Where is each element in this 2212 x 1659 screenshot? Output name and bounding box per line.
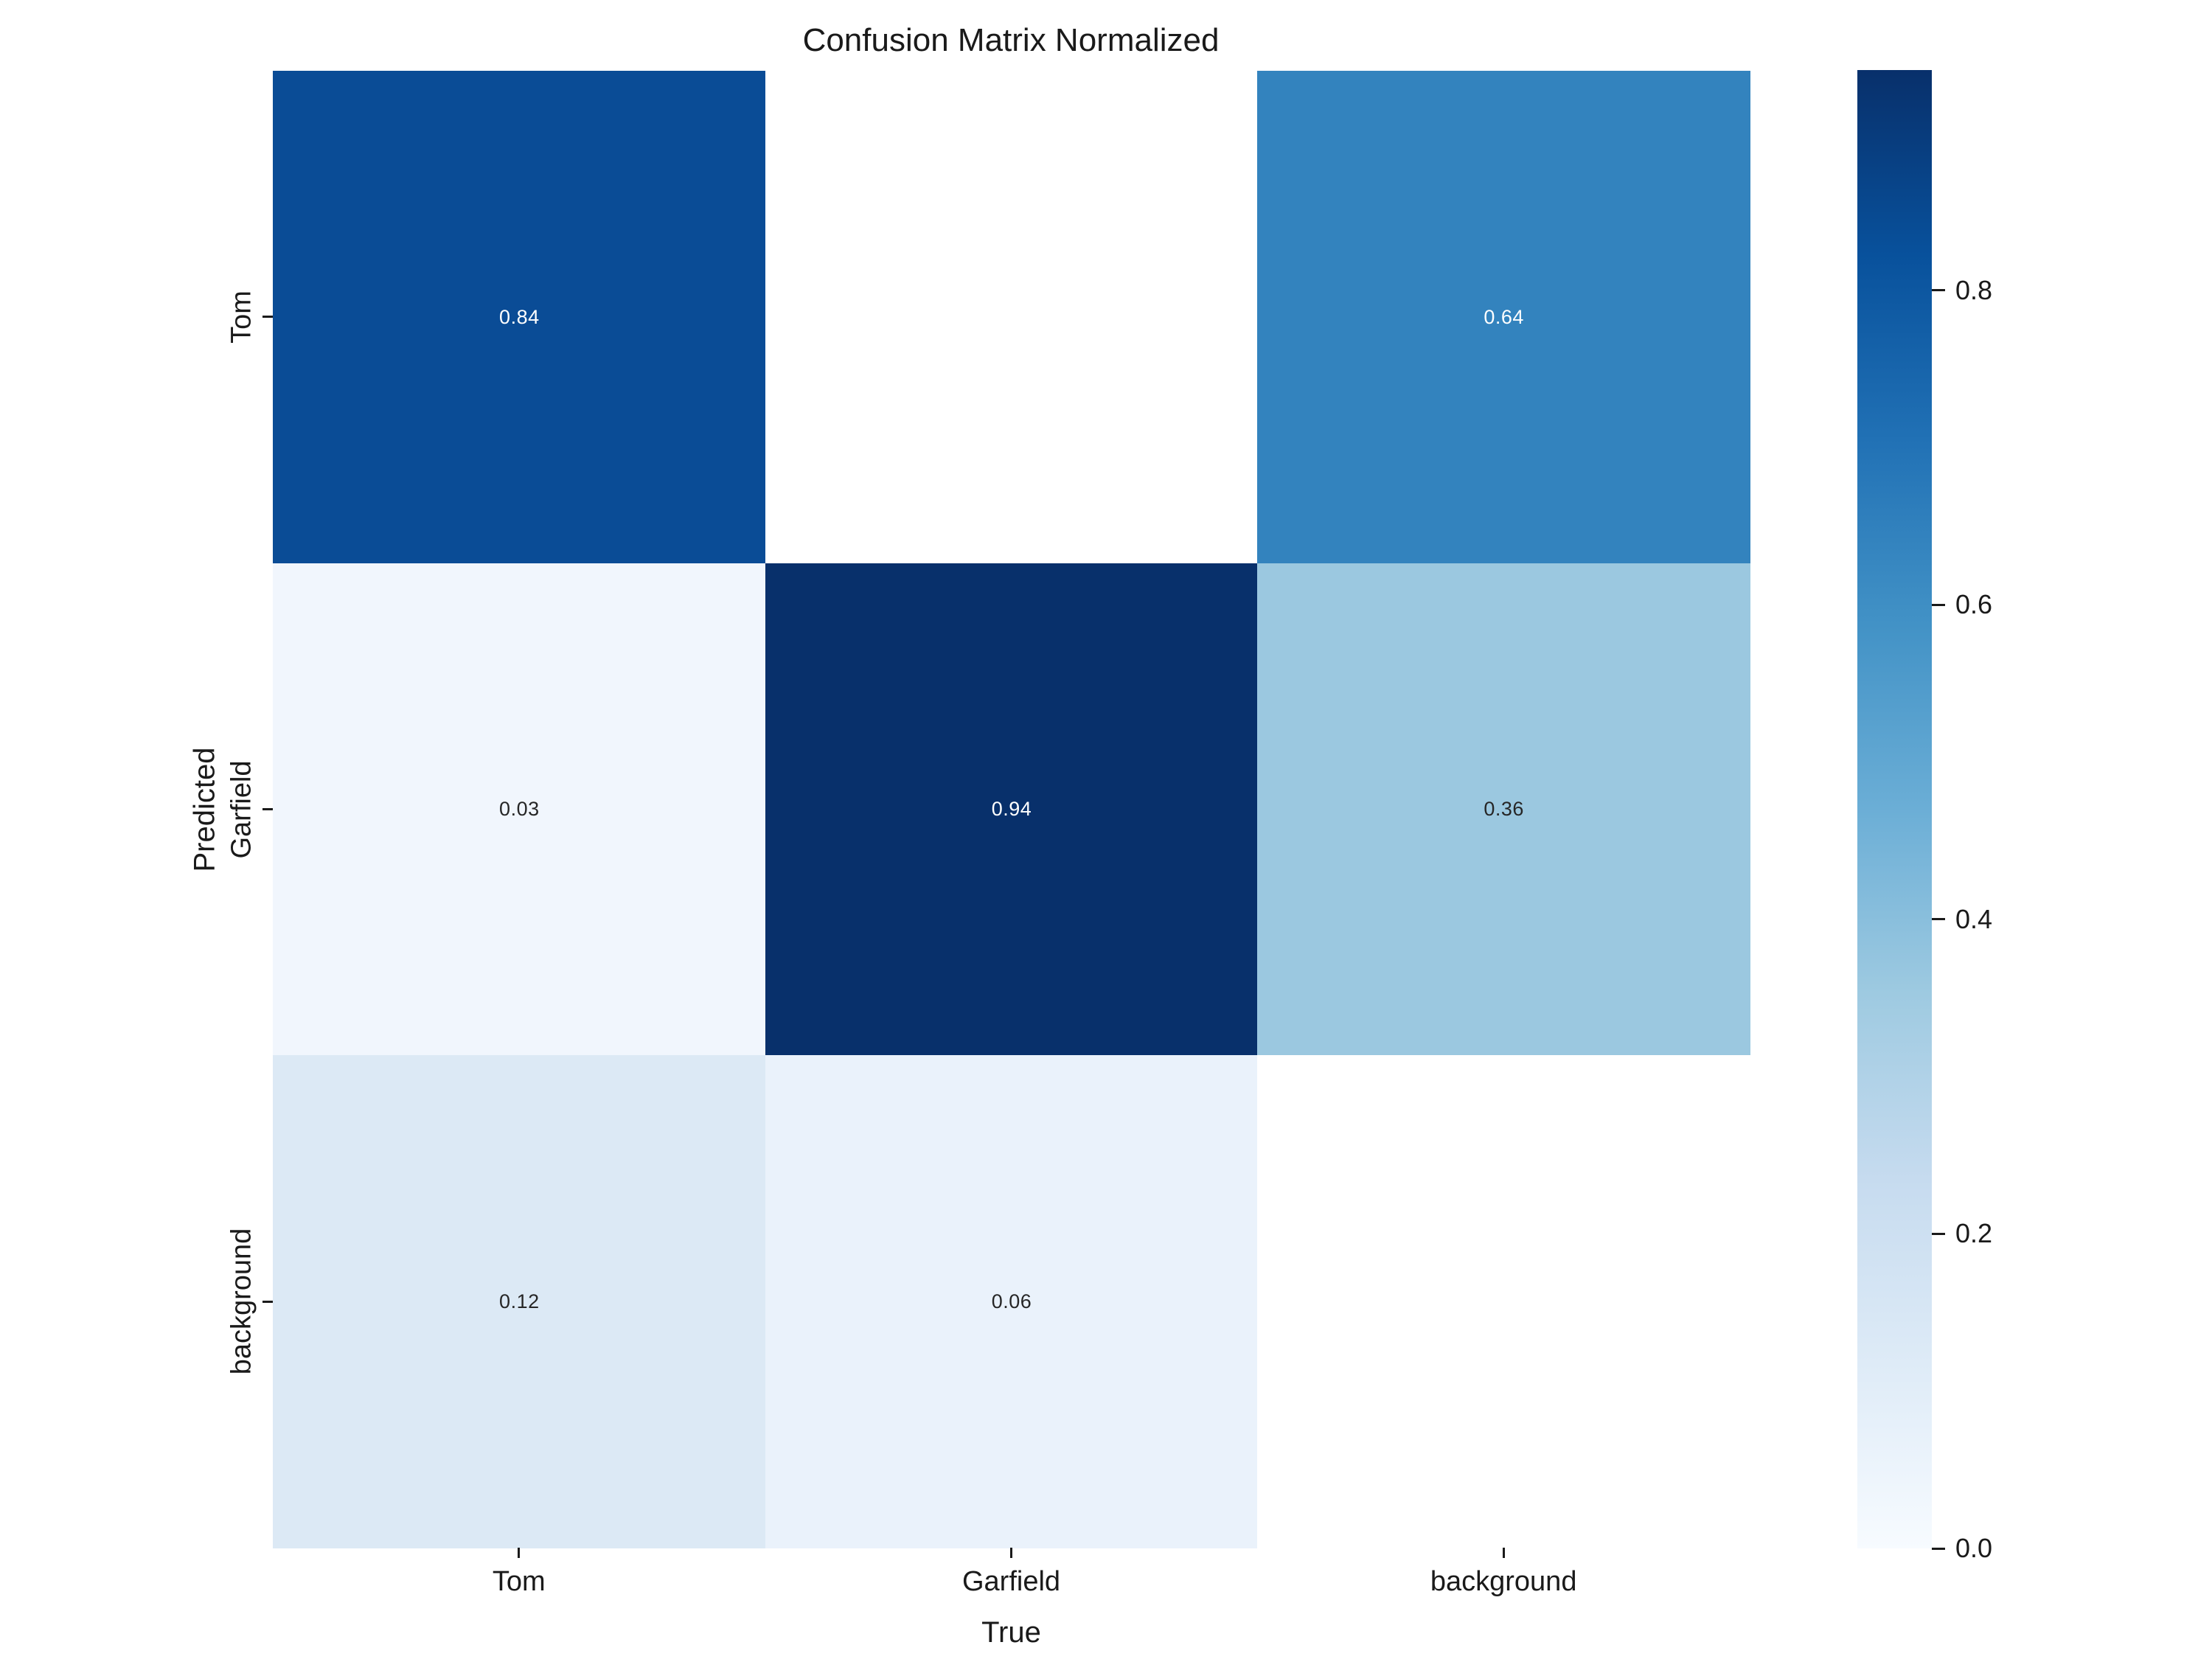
x-tick-label: Tom (492, 1566, 546, 1597)
y-tick-mark (262, 808, 273, 810)
y-tick-mark (262, 1300, 273, 1303)
y-tick-label: Tom (226, 290, 257, 344)
colorbar-tick-mark (1932, 289, 1945, 292)
colorbar-tick-mark (1932, 1232, 1945, 1235)
heatmap-cell (1257, 1055, 1750, 1548)
cell-value: 0.94 (991, 798, 1032, 821)
cell-value: 0.64 (1484, 305, 1524, 328)
cell-value: 0.84 (499, 305, 540, 328)
colorbar-tick-label: 0.8 (1955, 274, 1993, 305)
x-tick-label: background (1430, 1566, 1577, 1597)
x-tick-mark (518, 1548, 521, 1558)
x-tick-label: Garfield (961, 1566, 1061, 1597)
chart-title: Confusion Matrix Normalized (802, 22, 1220, 58)
x-tick-mark (1502, 1548, 1505, 1558)
colorbar-tick-mark (1932, 918, 1945, 921)
colorbar-tick-label: 0.4 (1955, 903, 1993, 934)
colorbar-tick-label: 0.0 (1955, 1533, 1993, 1563)
heatmap-cell (765, 71, 1259, 564)
heatmap-cell: 0.94 (765, 563, 1259, 1057)
heatmap-cell: 0.06 (765, 1055, 1259, 1548)
cell-value: 0.36 (1484, 798, 1524, 821)
colorbar-tick-label: 0.2 (1955, 1218, 1993, 1249)
colorbar (1857, 70, 1932, 1548)
heatmap-cell: 0.36 (1257, 563, 1750, 1057)
cell-value: 0.03 (499, 798, 540, 821)
heatmap-cell: 0.64 (1257, 71, 1750, 564)
y-tick-label: background (226, 1228, 257, 1375)
y-axis-label: Predicted (188, 747, 221, 872)
colorbar-tick-mark (1932, 1547, 1945, 1550)
cell-value: 0.06 (991, 1290, 1032, 1313)
heatmap-cell: 0.12 (273, 1055, 766, 1548)
colorbar-tick-label: 0.6 (1955, 589, 1993, 620)
heatmap-cell: 0.84 (273, 71, 766, 564)
y-tick-mark (262, 316, 273, 319)
x-axis-label: True (981, 1616, 1041, 1649)
x-tick-mark (1010, 1548, 1012, 1558)
colorbar-tick-mark (1932, 603, 1945, 606)
cell-value: 0.12 (499, 1290, 540, 1313)
heatmap-cell: 0.03 (273, 563, 766, 1057)
y-tick-label: Garfield (226, 759, 257, 859)
